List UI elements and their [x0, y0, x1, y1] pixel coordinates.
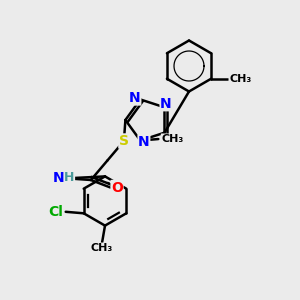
Text: S: S: [119, 134, 129, 148]
Text: N: N: [138, 135, 150, 149]
Text: H: H: [64, 171, 74, 184]
Text: N: N: [52, 171, 64, 185]
Text: CH₃: CH₃: [91, 243, 113, 253]
Text: O: O: [111, 181, 123, 194]
Text: N: N: [129, 91, 141, 105]
Text: Cl: Cl: [48, 205, 63, 219]
Text: CH₃: CH₃: [161, 134, 184, 144]
Text: CH₃: CH₃: [229, 74, 251, 84]
Text: N: N: [160, 97, 172, 111]
